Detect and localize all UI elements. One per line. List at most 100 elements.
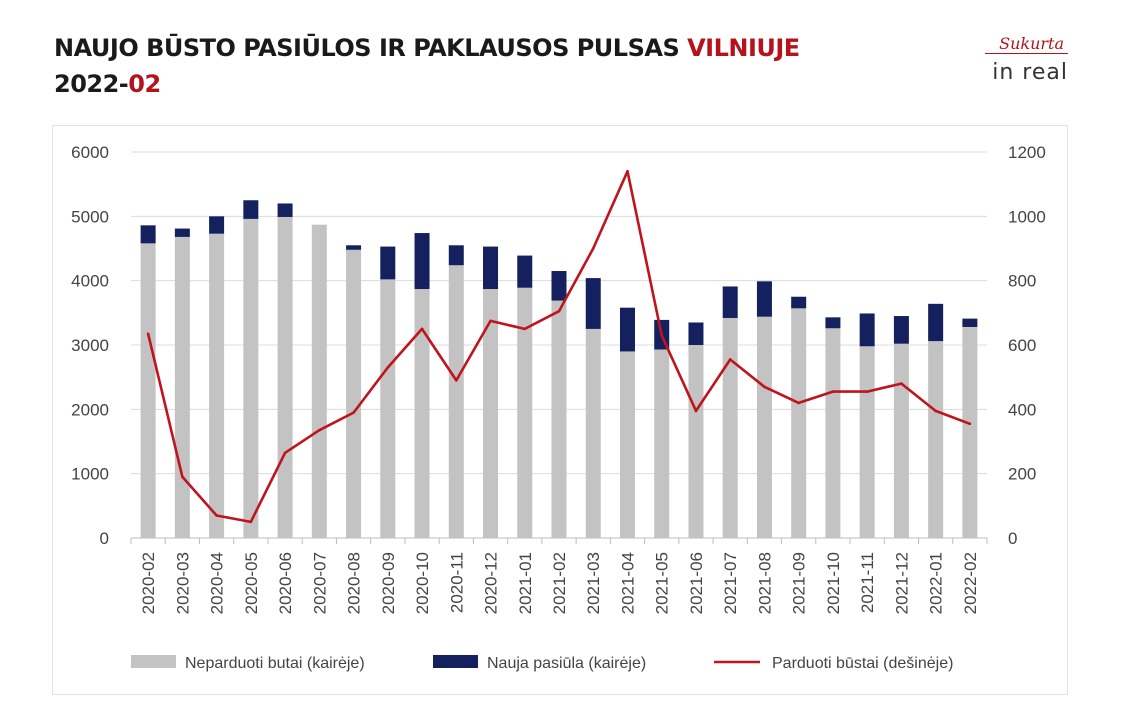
bar-unsold bbox=[619, 351, 635, 538]
bar-new-supply bbox=[825, 317, 841, 329]
line-point bbox=[283, 451, 287, 455]
bar-unsold bbox=[928, 341, 944, 538]
line-point bbox=[797, 401, 800, 405]
bar-unsold bbox=[654, 349, 670, 538]
x-tick-label: 2022-01 bbox=[927, 552, 946, 614]
line-point bbox=[146, 332, 150, 336]
y-left-tick-label: 4000 bbox=[71, 272, 109, 291]
x-tick-label: 2020-02 bbox=[139, 552, 158, 614]
x-tick-label: 2020-11 bbox=[447, 552, 466, 613]
line-point bbox=[215, 514, 218, 517]
bar-new-supply bbox=[928, 303, 944, 342]
x-tick-label: 2021-11 bbox=[858, 552, 877, 613]
x-tick-label: 2021-07 bbox=[721, 552, 740, 614]
title-year: 2022- bbox=[54, 70, 129, 98]
line-point bbox=[420, 327, 424, 331]
bar-new-supply bbox=[243, 200, 259, 219]
chart-frame bbox=[52, 125, 1068, 695]
x-tick-label: 2021-03 bbox=[584, 552, 603, 614]
bar-unsold bbox=[380, 279, 396, 538]
bar-new-supply bbox=[859, 313, 875, 347]
bar-new-supply bbox=[483, 246, 499, 290]
line-point bbox=[900, 382, 903, 385]
x-tick-label: 2021-01 bbox=[516, 552, 535, 614]
legend-label-sold: Parduoti būstai (dešinėje) bbox=[772, 655, 953, 672]
line-point bbox=[626, 170, 629, 173]
bar-new-supply bbox=[585, 278, 601, 329]
x-tick-label: 2020-12 bbox=[482, 552, 501, 614]
title-month: 02 bbox=[128, 70, 161, 98]
x-tick-label: 2021-04 bbox=[618, 552, 637, 614]
bar-unsold bbox=[243, 218, 259, 538]
x-tick-label: 2020-04 bbox=[208, 552, 227, 614]
title-city: VILNIUJE bbox=[687, 34, 800, 62]
legend-label-unsold: Neparduoti butai (kairėje) bbox=[185, 655, 365, 672]
line-point bbox=[352, 411, 355, 414]
x-tick-label: 2020-09 bbox=[379, 552, 398, 614]
bar-unsold bbox=[585, 328, 601, 538]
line-point bbox=[865, 390, 869, 393]
bar-unsold bbox=[311, 224, 327, 539]
line-point bbox=[249, 520, 253, 524]
bar-new-supply bbox=[448, 245, 464, 266]
chart-title: NAUJO BŪSTO PASIŪLOS IR PAKLAUSOS PULSAS… bbox=[54, 30, 800, 102]
legend-swatch-new-supply bbox=[433, 655, 478, 668]
line-point bbox=[968, 422, 972, 426]
bar-new-supply bbox=[517, 255, 533, 288]
x-tick-label: 2021-02 bbox=[550, 552, 569, 614]
bar-new-supply bbox=[346, 245, 362, 250]
title-line-1: NAUJO BŪSTO PASIŪLOS IR PAKLAUSOS PULSAS… bbox=[54, 30, 800, 66]
bar-new-supply bbox=[791, 296, 807, 309]
bar-new-supply bbox=[893, 316, 909, 344]
x-tick-label: 2020-03 bbox=[173, 552, 192, 614]
brand-logo: Sukurta in real bbox=[985, 36, 1068, 85]
bar-new-supply bbox=[688, 322, 704, 345]
y-left-tick-label: 2000 bbox=[71, 400, 109, 419]
y-left-tick-label: 0 bbox=[100, 529, 109, 548]
line-point bbox=[489, 319, 492, 323]
bar-unsold bbox=[517, 287, 533, 538]
y-right-tick-label: 1000 bbox=[1008, 207, 1046, 226]
bar-unsold bbox=[893, 343, 909, 538]
bar-new-supply bbox=[174, 228, 190, 237]
legend-swatch-unsold bbox=[131, 655, 176, 668]
logo-tagline: Sukurta bbox=[985, 36, 1068, 54]
line-point bbox=[763, 385, 766, 389]
bar-unsold bbox=[483, 289, 499, 538]
title-line-2: 2022-02 bbox=[54, 66, 800, 102]
line-point bbox=[454, 379, 458, 382]
line-point bbox=[831, 390, 835, 393]
bar-new-supply bbox=[414, 233, 430, 290]
bar-unsold bbox=[791, 308, 807, 538]
bar-unsold bbox=[277, 216, 293, 538]
y-left-tick-label: 5000 bbox=[71, 207, 109, 226]
bar-new-supply bbox=[140, 225, 156, 244]
x-tick-label: 2020-06 bbox=[276, 552, 295, 614]
line-point bbox=[523, 327, 527, 331]
line-point bbox=[318, 428, 321, 432]
line-point bbox=[660, 334, 664, 337]
bar-unsold bbox=[962, 326, 978, 538]
bar-new-supply bbox=[722, 286, 738, 318]
x-tick-label: 2020-07 bbox=[310, 552, 329, 614]
bar-unsold bbox=[859, 346, 875, 538]
x-tick-label: 2021-05 bbox=[653, 552, 672, 614]
line-point bbox=[934, 409, 937, 413]
x-tick-label: 2020-08 bbox=[345, 552, 364, 614]
y-right-tick-label: 200 bbox=[1008, 465, 1036, 484]
x-tick-label: 2021-12 bbox=[892, 552, 911, 614]
y-right-tick-label: 400 bbox=[1008, 400, 1036, 419]
line-point bbox=[694, 409, 698, 413]
bar-unsold bbox=[688, 345, 704, 538]
bar-new-supply bbox=[551, 271, 567, 301]
logo-wordmark: in real bbox=[992, 60, 1068, 85]
x-tick-label: 2022-02 bbox=[961, 552, 980, 614]
bar-unsold bbox=[722, 317, 738, 538]
bar-new-supply bbox=[756, 281, 772, 317]
x-tick-label: 2021-09 bbox=[790, 552, 809, 614]
y-right-tick-label: 800 bbox=[1008, 272, 1036, 291]
bar-new-supply bbox=[277, 203, 293, 217]
y-right-tick-label: 1200 bbox=[1008, 143, 1046, 162]
title-text: NAUJO BŪSTO PASIŪLOS IR PAKLAUSOS PULSAS bbox=[54, 34, 688, 62]
